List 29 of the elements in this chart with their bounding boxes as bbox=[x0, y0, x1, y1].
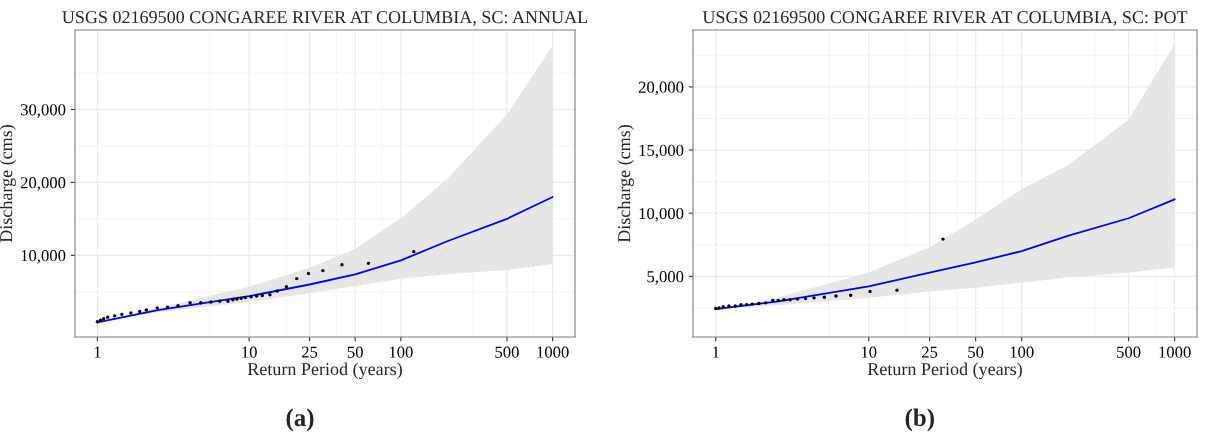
y-tick-label: 15,000 bbox=[639, 144, 684, 159]
x-tick-label: 50 bbox=[968, 346, 984, 358]
x-axis-title: Return Period (years) bbox=[867, 362, 1022, 379]
y-axis-title: Discharge (cms) bbox=[0, 125, 16, 243]
y-tick-label: 10,000 bbox=[639, 207, 684, 222]
x-tick-label: 1 bbox=[713, 346, 719, 358]
x-tick-label: 1 bbox=[94, 346, 101, 358]
x-tick-label: 500 bbox=[1117, 346, 1141, 358]
y-tick-label: 5,000 bbox=[647, 271, 684, 285]
text: (a) bbox=[286, 408, 314, 432]
y-tick-label: 20,000 bbox=[638, 81, 684, 96]
x-tick-label: 1000 bbox=[537, 346, 569, 358]
y-tick-label: 20,000 bbox=[20, 177, 66, 191]
x-tick-label: 25 bbox=[301, 346, 318, 358]
x-axis-title: Return Period (years) bbox=[247, 362, 402, 379]
x-tick-label: 100 bbox=[389, 346, 413, 358]
text: (b) bbox=[905, 408, 934, 432]
x-tick-label: 10 bbox=[861, 346, 877, 358]
x-tick-label: 100 bbox=[1010, 346, 1034, 358]
chart-title: USGS 02169500 CONGAREE RIVER AT COLUMBIA, SC: POT bbox=[702, 11, 1188, 26]
x-tick-label: 500 bbox=[495, 346, 519, 358]
x-tick-label: 10 bbox=[242, 346, 257, 358]
y-axis-title: Discharge (cms) bbox=[617, 125, 634, 243]
x-tick-label: 50 bbox=[347, 346, 363, 358]
x-tick-label: 1000 bbox=[1159, 346, 1191, 358]
x-tick-label: 25 bbox=[921, 346, 938, 358]
y-tick-label: 10,000 bbox=[21, 250, 66, 264]
y-tick-label: 30,000 bbox=[20, 104, 66, 118]
chart-title: USGS 02169500 CONGAREE RIVER AT COLUMBIA, SC: ANNUAL bbox=[62, 11, 588, 26]
